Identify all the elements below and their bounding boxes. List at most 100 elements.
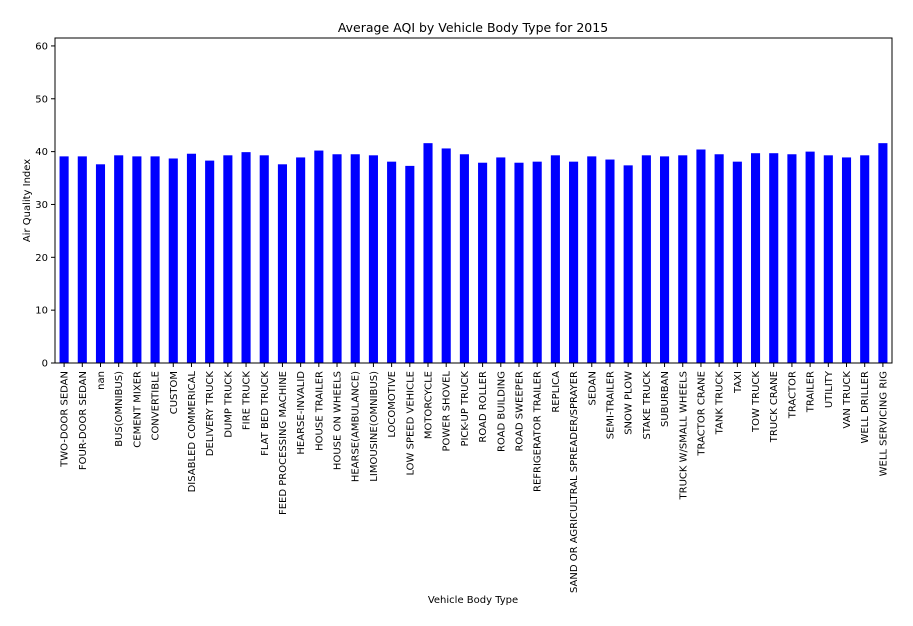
bar: [150, 156, 160, 363]
x-tick-label: nan: [96, 371, 107, 390]
bar: [296, 157, 306, 363]
y-tick-label: 0: [42, 359, 48, 370]
x-tick-label: WELL SERVICING RIG: [878, 371, 889, 476]
x-tick-label: TRACTOR CRANE: [696, 371, 707, 457]
bar: [459, 154, 469, 363]
bar: [77, 156, 87, 363]
bar: [787, 154, 797, 363]
bar: [241, 152, 251, 363]
bar: [168, 158, 178, 363]
x-tick-label: TRAILER: [806, 371, 817, 413]
bar: [405, 165, 415, 363]
y-axis-ticks: 0 10 20 30 40 50 60: [35, 41, 55, 370]
x-tick-label: LOCOMOTIVE: [387, 371, 398, 438]
y-tick-label: 60: [35, 41, 48, 52]
x-tick-label: MOTORCYCLE: [424, 371, 435, 439]
x-tick-label: VAN TRUCK: [842, 371, 853, 429]
x-tick-label: TRUCK W/SMALL WHEELS: [678, 371, 689, 500]
x-tick-label: TAXI: [733, 371, 744, 394]
x-tick-label: HOUSE TRAILER: [314, 371, 325, 451]
bar: [641, 155, 651, 363]
bar: [314, 150, 324, 363]
x-tick-label: CEMENT MIXER: [132, 371, 143, 448]
x-tick-label: CUSTOM: [169, 371, 180, 414]
x-tick-label: FLAT BED TRUCK: [260, 371, 271, 456]
x-tick-label: SEDAN: [587, 371, 598, 406]
y-tick-label: 10: [35, 306, 48, 317]
bar: [423, 143, 433, 363]
bar: [623, 165, 633, 363]
bar: [514, 162, 524, 363]
plot-frame: [54, 37, 893, 364]
bar: [569, 161, 579, 363]
bar: [205, 160, 215, 363]
bar: [550, 155, 560, 363]
bar: [769, 153, 779, 363]
x-tick-label: HEARSE-INVALID: [296, 371, 307, 455]
y-axis-label: Air Quality Index: [22, 159, 33, 242]
y-tick-label: 50: [35, 94, 48, 105]
bar: [223, 155, 233, 363]
bar: [841, 157, 852, 363]
x-tick-label: ROAD SWEEPER: [514, 371, 525, 452]
x-tick-label: DISABLED COMMERICAL: [187, 371, 198, 493]
bar: [387, 161, 397, 363]
x-axis-label: Vehicle Body Type: [428, 595, 518, 606]
x-tick-label: LIMOUSINE(OMNIBUS): [369, 371, 380, 482]
x-tick-label: ROAD ROLLER: [478, 371, 489, 443]
y-tick-label: 30: [35, 200, 48, 211]
bars: [59, 143, 888, 363]
x-tick-label: LOW SPEED VEHICLE: [405, 371, 416, 476]
bar: [860, 155, 870, 363]
bar: [277, 164, 287, 363]
bar: [732, 161, 742, 363]
bar: [132, 156, 142, 363]
x-tick-label: STAKE TRUCK: [642, 371, 653, 440]
bar: [805, 151, 815, 363]
x-tick-label: TANK TRUCK: [715, 371, 726, 436]
x-tick-label: REFRIGERATOR TRAILER: [533, 371, 544, 492]
bar: [259, 155, 269, 363]
x-tick-label: FIRE TRUCK: [242, 371, 253, 431]
x-tick-label: CONVERTIBLE: [151, 371, 162, 441]
bar: [114, 155, 124, 363]
bar: [95, 164, 106, 363]
bar: [660, 156, 670, 363]
x-tick-label: WELL DRILLER: [860, 371, 871, 444]
x-tick-label: TRUCK CRANE: [769, 371, 780, 443]
bar: [532, 161, 542, 363]
bar: [186, 153, 197, 363]
bar: [696, 149, 706, 363]
bar: [587, 156, 597, 363]
x-tick-label: UTILITY: [824, 370, 835, 408]
x-tick-label: HEARSE(AMBULANCE): [351, 371, 362, 482]
bar: [350, 154, 360, 363]
x-tick-label: TOW TRUCK: [751, 371, 762, 433]
y-tick-label: 40: [35, 147, 48, 158]
bar: [714, 154, 724, 363]
x-tick-label: DELIVERY TRUCK: [205, 371, 216, 457]
x-tick-label: TRACTOR: [787, 371, 798, 419]
bar: [496, 157, 506, 363]
bar: [878, 143, 888, 363]
x-tick-label: BUS(OMNIBUS): [114, 371, 125, 447]
bar: [605, 159, 615, 363]
bar: [368, 155, 378, 363]
x-axis-ticks: TWO-DOOR SEDAN FOUR-DOOR SEDAN nan BUS(OMNI…: [60, 363, 889, 593]
x-tick-label: SUBURBAN: [660, 371, 671, 427]
x-tick-label: REPLICA: [551, 371, 562, 413]
y-tick-label: 20: [35, 253, 48, 264]
x-tick-label: SEMI-TRAILER: [605, 371, 616, 439]
bar: [332, 154, 342, 363]
bar: [478, 162, 488, 363]
x-tick-label: SAND OR AGRICULTRAL SPREADER/SPRAYER: [569, 371, 580, 593]
x-tick-label: FOUR-DOOR SEDAN: [78, 371, 89, 470]
bar: [59, 156, 69, 363]
bar: [441, 148, 451, 363]
x-tick-label: DUMP TRUCK: [223, 371, 234, 438]
x-tick-label: TWO-DOOR SEDAN: [60, 371, 71, 468]
x-tick-label: SNOW PLOW: [624, 371, 635, 435]
bar: [750, 153, 761, 363]
x-tick-label: HOUSE ON WHEELS: [333, 371, 344, 470]
